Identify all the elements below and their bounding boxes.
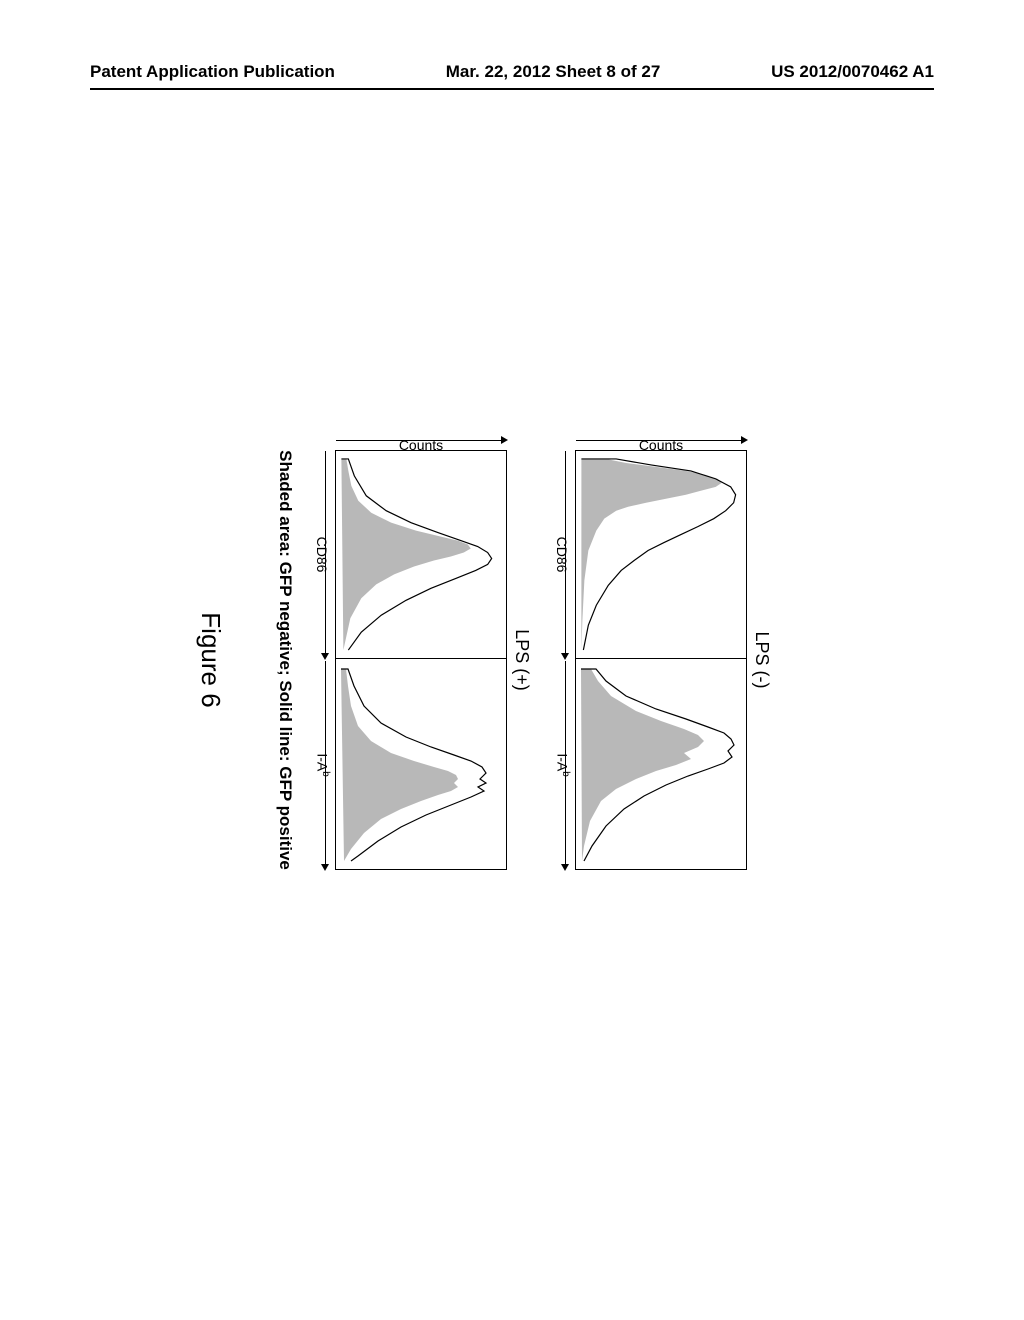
chart-block-lps-minus: LPS (-) Counts CD86 [575,380,772,940]
x-axis-arrow-head [561,653,569,660]
shaded-area [581,459,721,650]
chart-iab-lps-plus: I-Ab [336,661,506,869]
x-axis-label-cd86: CD86 [314,537,330,573]
x-axis-label-iab: I-Ab [554,753,571,776]
x-axis-arrow-head [561,864,569,871]
chart-cd86-lps-minus: CD86 [576,451,746,659]
x-axis-label-iab: I-Ab [314,753,331,776]
histogram-svg [576,451,746,658]
header-left: Patent Application Publication [90,62,335,82]
chart-cd86-lps-plus: CD86 [336,451,506,659]
header-divider [90,88,934,90]
chart-block-lps-plus: LPS (+) Counts CD86 [335,380,532,940]
histogram-svg [336,661,506,869]
x-axis-arrow-head [321,653,329,660]
page-header: Patent Application Publication Mar. 22, … [0,62,1024,82]
chart-row-bottom: Counts CD86 [335,450,507,870]
chart-row-top: Counts CD86 [575,450,747,870]
rotated-figure: LPS (-) Counts CD86 [232,380,792,940]
block-title-top: LPS (-) [751,380,772,940]
chart-iab-lps-minus: I-Ab [576,661,746,869]
block-title-bottom: LPS (+) [511,380,532,940]
histogram-svg [576,661,746,869]
header-right: US 2012/0070462 A1 [771,62,934,82]
x-axis-arrow-head [321,864,329,871]
header-center: Mar. 22, 2012 Sheet 8 of 27 [446,62,661,82]
x-axis-label-cd86: CD86 [554,537,570,573]
y-axis-arrow-head [741,436,748,444]
shaded-area [581,669,704,861]
figure-caption: Figure 6 [195,612,226,707]
shaded-area [341,669,458,861]
y-axis-arrow-head [501,436,508,444]
figure-legend: Shaded area: GFP negative; Solid line: G… [275,450,295,870]
histogram-svg [336,451,506,658]
figure-area: LPS (-) Counts CD86 [232,380,792,940]
